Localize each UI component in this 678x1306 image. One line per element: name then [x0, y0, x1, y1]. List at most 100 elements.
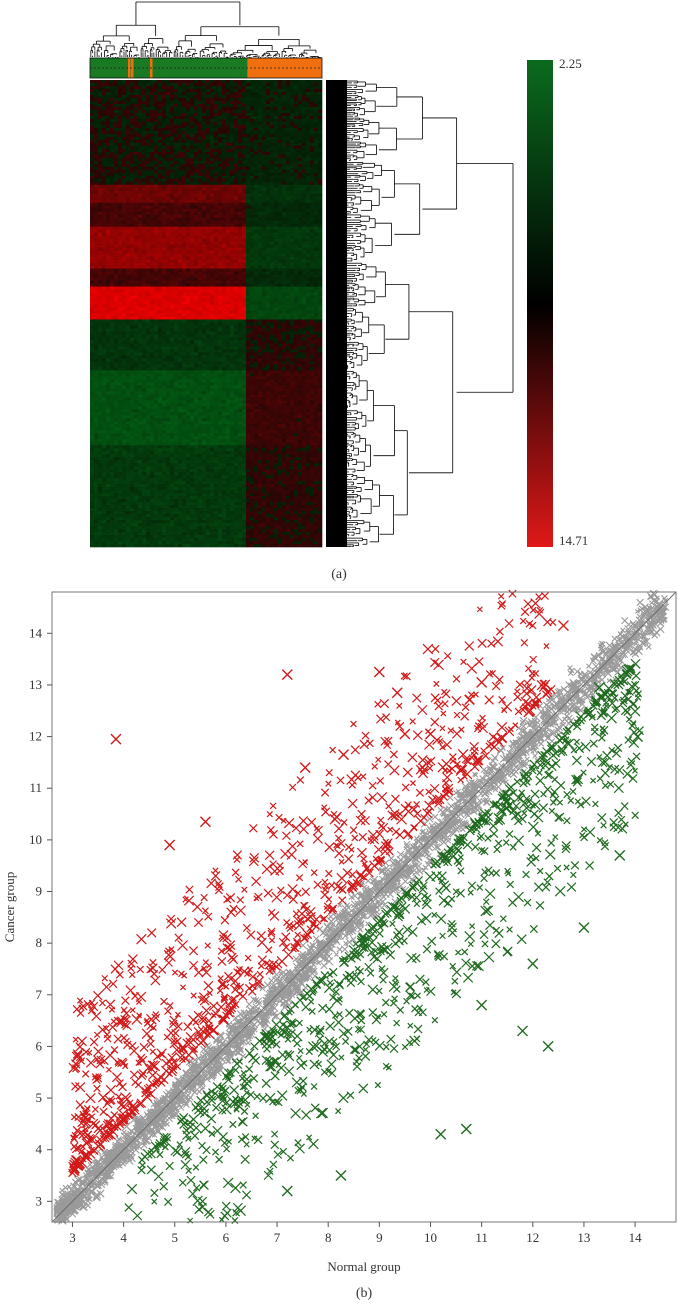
heatmap-cell — [262, 277, 267, 281]
heatmap-cell — [258, 229, 263, 233]
heatmap-cell — [150, 145, 155, 150]
heatmap-cell — [266, 253, 271, 257]
heatmap-cell — [162, 241, 167, 245]
heatmap-cell — [234, 172, 239, 177]
heatmap-cell — [154, 163, 159, 168]
heatmap-cell — [210, 133, 215, 138]
heatmap-cell — [106, 301, 111, 305]
heatmap-cell — [150, 121, 155, 126]
heatmap-cell — [298, 175, 303, 180]
heatmap-cell — [114, 250, 119, 254]
heatmap-cell — [150, 283, 155, 287]
heatmap-cell — [182, 271, 187, 275]
heatmap-cell — [214, 181, 219, 186]
heatmap-cell — [198, 226, 203, 230]
heatmap-cell — [294, 274, 299, 278]
heatmap-cell — [134, 187, 139, 192]
heatmap-cell — [130, 142, 135, 147]
heatmap-cell — [210, 298, 215, 302]
heatmap-cell — [178, 289, 183, 293]
heatmap-cell — [170, 247, 175, 251]
heatmap-cell — [226, 235, 231, 239]
heatmap-cell — [270, 163, 275, 168]
heatmap-cell — [190, 298, 195, 302]
heatmap-cell — [90, 238, 95, 242]
heatmap-cell — [282, 256, 287, 260]
heatmap-cell — [98, 133, 103, 138]
heatmap-cell — [210, 115, 215, 120]
heatmap-cell — [142, 262, 147, 266]
heatmap-cell — [118, 205, 123, 210]
heatmap-cell — [262, 184, 267, 189]
heatmap-cell — [154, 106, 159, 111]
heatmap-cell — [174, 136, 179, 141]
heatmap-cell — [170, 88, 175, 93]
heatmap-cell — [230, 298, 235, 302]
heatmap-cell — [134, 262, 139, 266]
heatmap-cell — [98, 259, 103, 263]
heatmap-cell — [190, 220, 195, 224]
heatmap-cell — [162, 118, 167, 123]
heatmap-cell — [142, 310, 147, 314]
heatmap-cell — [150, 277, 155, 281]
heatmap-cell — [158, 148, 163, 153]
heatmap-cell — [130, 100, 135, 105]
heatmap-cell — [246, 271, 251, 275]
heatmap-cell — [186, 253, 191, 257]
heatmap-cell — [150, 163, 155, 168]
heatmap-cell — [230, 181, 235, 186]
heatmap-cell — [190, 202, 195, 207]
heatmap-cell — [98, 172, 103, 177]
heatmap-cell — [242, 97, 247, 102]
heatmap-cell — [94, 265, 99, 269]
heatmap-cell — [226, 169, 231, 174]
heatmap-cell — [270, 115, 275, 120]
heatmap-cell — [266, 172, 271, 177]
heatmap-cell — [250, 283, 255, 287]
heatmap-cell — [118, 103, 123, 108]
heatmap-cell — [110, 250, 115, 254]
heatmap-cell — [194, 220, 199, 224]
heatmap-cell — [314, 253, 319, 257]
heatmap-cell — [150, 250, 155, 254]
heatmap-cell — [234, 226, 239, 230]
heatmap-cell — [178, 91, 183, 96]
heatmap-cell — [302, 223, 307, 227]
heatmap-cell — [190, 259, 195, 263]
heatmap-cell — [94, 109, 99, 114]
heatmap-cell — [118, 88, 123, 93]
heatmap-cell — [230, 112, 235, 117]
heatmap-cell — [254, 304, 259, 308]
heatmap-cell — [126, 154, 131, 159]
heatmap-cell — [110, 289, 115, 293]
heatmap-cell — [238, 142, 243, 147]
heatmap-cell — [270, 220, 275, 224]
heatmap-cell — [230, 235, 235, 239]
heatmap-cell — [302, 280, 307, 284]
heatmap-cell — [294, 193, 299, 198]
heatmap-cell — [166, 268, 171, 272]
heatmap-cell — [206, 80, 211, 84]
heatmap-cell — [222, 139, 227, 144]
heatmap-cell — [262, 205, 267, 210]
heatmap-cell — [290, 142, 295, 147]
heatmap-cell — [158, 178, 163, 183]
heatmap-cell — [298, 226, 303, 230]
heatmap-cell — [230, 304, 235, 308]
heatmap-cell — [250, 160, 255, 165]
heatmap-cell — [230, 145, 235, 150]
heatmap-cell — [290, 97, 295, 102]
heatmap-cell — [298, 100, 303, 105]
heatmap-cell — [142, 106, 147, 111]
heatmap-cell — [110, 259, 115, 263]
heatmap-cell — [226, 94, 231, 99]
heatmap-cell — [306, 310, 311, 314]
heatmap-cell — [114, 80, 119, 84]
heatmap-cell — [230, 259, 235, 263]
heatmap-cell — [130, 301, 135, 305]
heatmap-cell — [290, 310, 295, 314]
heatmap-cell — [318, 100, 323, 105]
heatmap-cell — [242, 220, 247, 224]
heatmap-cell — [130, 271, 135, 275]
heatmap-cell — [306, 109, 311, 114]
